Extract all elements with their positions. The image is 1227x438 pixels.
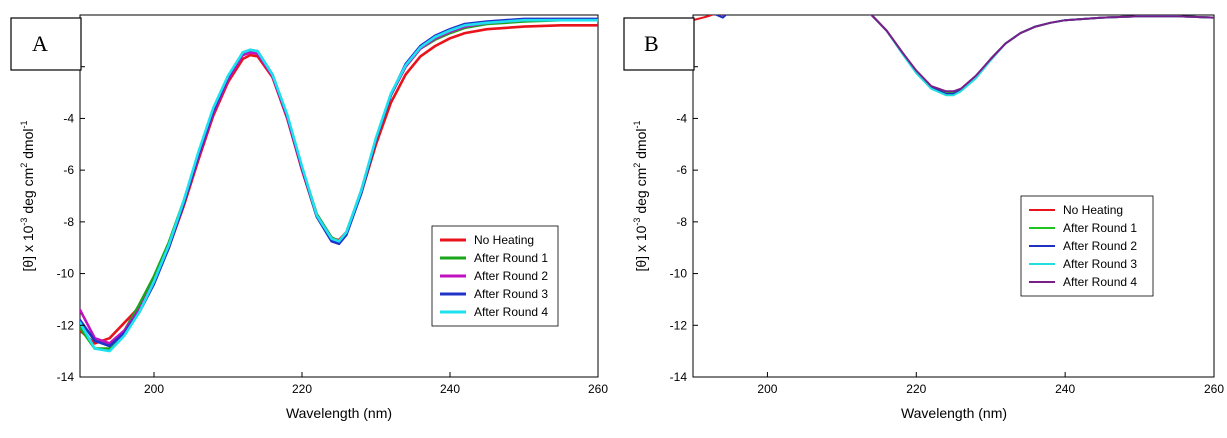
x-tick-label: 240 (440, 382, 460, 396)
y-tick-label: -8 (676, 215, 687, 229)
y-tick-label: -6 (676, 163, 687, 177)
legend-label: After Round 2 (474, 269, 548, 283)
legend-label: No Heating (1063, 203, 1123, 217)
series-line (693, 0, 1214, 93)
x-axis-ticks: 200 220 240 260 (757, 372, 1224, 396)
y-axis-title-part: [θ] x 10 (633, 225, 649, 271)
y-axis-title: [θ] x 10-3 deg cm2 dmol-1 (19, 120, 36, 271)
y-axis-title-part: dmol (20, 129, 36, 163)
y-axis-ticks: -2-4-6-8-10-12-14 (670, 60, 698, 384)
legend: No Heating After Round 1 After Round 2 Afte… (1021, 196, 1153, 296)
series-line (693, 0, 1214, 94)
panel-label: A (32, 31, 48, 56)
y-axis-title-exponent: -1 (632, 120, 642, 128)
y-tick-label: -12 (670, 318, 688, 332)
series-line (693, 0, 1214, 95)
legend-label: After Round 1 (1063, 221, 1137, 235)
y-tick-label: -6 (63, 163, 74, 177)
y-tick-label: -4 (676, 111, 687, 125)
y-tick-label: -4 (63, 111, 74, 125)
legend-label: After Round 3 (1063, 257, 1137, 271)
y-axis-title-exponent: -3 (632, 218, 642, 226)
x-tick-label: 240 (1055, 382, 1075, 396)
x-tick-label: 200 (144, 382, 164, 396)
y-axis-title: [θ] x 10-3 deg cm2 dmol-1 (632, 120, 649, 271)
legend-label: After Round 3 (474, 287, 548, 301)
x-tick-label: 220 (292, 382, 312, 396)
y-tick-label: -10 (670, 267, 688, 281)
series-line (693, 0, 1214, 93)
x-axis-title: Wavelength (nm) (901, 405, 1007, 421)
y-axis-title-exponent: -3 (19, 218, 29, 226)
y-axis-title-part: [θ] x 10 (20, 225, 36, 271)
y-tick-label: -14 (670, 370, 688, 384)
x-tick-label: 260 (1204, 382, 1224, 396)
legend-label: After Round 1 (474, 251, 548, 265)
x-tick-label: 220 (906, 382, 926, 396)
y-tick-label: -10 (57, 267, 75, 281)
panel-label: B (644, 31, 659, 56)
y-axis-ticks: -2-4-6-8-10-12-14 (57, 60, 85, 384)
legend-label: After Round 4 (474, 305, 548, 319)
y-axis-title-part: deg cm (633, 168, 649, 218)
legend-label: After Round 4 (1063, 275, 1137, 289)
legend-label: After Round 2 (1063, 239, 1137, 253)
y-axis-title-part: dmol (633, 129, 649, 163)
x-axis-ticks: 200 220 240 260 (144, 372, 608, 396)
legend: No Heating After Round 1 After Round 2 Afte… (432, 226, 558, 326)
y-axis-title-exponent: -1 (19, 120, 29, 128)
y-tick-label: -12 (57, 318, 75, 332)
legend-label: No Heating (474, 233, 534, 247)
y-tick-label: -14 (57, 370, 75, 384)
x-tick-label: 260 (588, 382, 608, 396)
x-axis-title: Wavelength (nm) (286, 405, 392, 421)
panel-label-box (624, 18, 694, 70)
series-line (693, 0, 1214, 91)
y-axis-title-part: deg cm (20, 168, 36, 218)
x-tick-label: 200 (757, 382, 777, 396)
y-tick-label: -8 (63, 215, 74, 229)
series-layer (693, 0, 1214, 95)
